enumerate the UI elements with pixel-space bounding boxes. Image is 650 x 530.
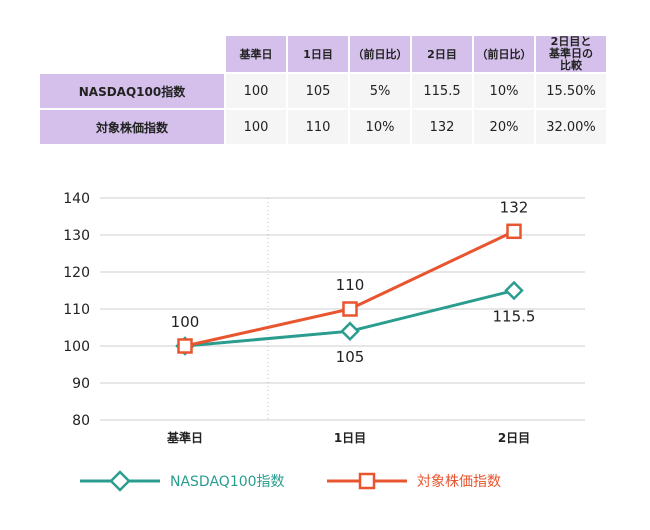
header-compare: 2日目と 基準日の 比較	[536, 36, 606, 72]
y-tick-label: 120	[63, 265, 90, 281]
data-point	[504, 280, 524, 301]
x-tick-label: 基準日	[166, 430, 203, 445]
data-point	[177, 338, 193, 354]
cell-compare: 32.00%	[536, 110, 606, 144]
header-compare-line3: 比較	[560, 59, 582, 72]
header-day2-pct: （前日比）	[474, 36, 534, 72]
data-point	[340, 321, 360, 341]
header-compare-line1: 2日目と	[550, 35, 592, 48]
legend-label: NASDAQ100指数	[170, 474, 285, 490]
y-tick-label: 140	[63, 191, 90, 207]
cell-day2: 132	[412, 110, 472, 144]
y-tick-label: 130	[63, 228, 90, 244]
legend-marker	[358, 472, 376, 490]
cell-day2-pct: 10%	[474, 74, 534, 108]
table-header-row: 基準日 1日目 （前日比） 2日目 （前日比） 2日目と 基準日の 比較	[40, 36, 606, 72]
legend-marker	[109, 470, 131, 492]
header-compare-line2: 基準日の	[549, 47, 593, 60]
y-tick-label: 100	[63, 339, 90, 355]
cell-day1-pct: 5%	[350, 74, 410, 108]
cell-day1-pct: 10%	[350, 110, 410, 144]
header-day2: 2日目	[412, 36, 472, 72]
cell-day1: 110	[288, 110, 348, 144]
data-label: 132	[500, 198, 529, 216]
row-label: NASDAQ100指数	[40, 74, 224, 108]
y-tick-label: 80	[72, 413, 90, 429]
cell-day2-pct: 20%	[474, 110, 534, 144]
data-label: 110	[336, 276, 365, 294]
header-day1-pct: （前日比）	[350, 36, 410, 72]
y-tick-label: 90	[72, 376, 90, 392]
data-label: 115.5	[493, 308, 536, 326]
table-row: 対象株価指数 100 110 10% 132 20% 32.00%	[40, 110, 606, 144]
legend-label: 対象株価指数	[417, 474, 501, 490]
header-blank	[40, 36, 224, 72]
header-day1: 1日目	[288, 36, 348, 72]
table-row: NASDAQ100指数 100 105 5% 115.5 10% 15.50%	[40, 74, 606, 108]
data-point	[506, 223, 522, 240]
data-label: 105	[336, 348, 365, 366]
data-point	[342, 301, 358, 317]
x-tick-label: 2日目	[498, 431, 530, 445]
cell-base: 100	[226, 74, 286, 108]
y-tick-label: 110	[63, 302, 90, 318]
header-base: 基準日	[226, 36, 286, 72]
cell-day1: 105	[288, 74, 348, 108]
line-chart: 80 90 100 110 120 130 140 基準日 1日目 2日目 105 115.5 100 1…	[63, 191, 585, 445]
cell-compare: 15.50%	[536, 74, 606, 108]
cell-base: 100	[226, 110, 286, 144]
cell-day2: 115.5	[412, 74, 472, 108]
data-label: 100	[171, 313, 200, 331]
x-tick-label: 1日目	[334, 431, 366, 445]
row-label: 対象株価指数	[40, 110, 224, 144]
comparison-table: 基準日 1日目 （前日比） 2日目 （前日比） 2日目と 基準日の 比較 NAS…	[38, 34, 608, 146]
chart-legend: NASDAQ100指数 対象株価指数	[80, 470, 501, 492]
